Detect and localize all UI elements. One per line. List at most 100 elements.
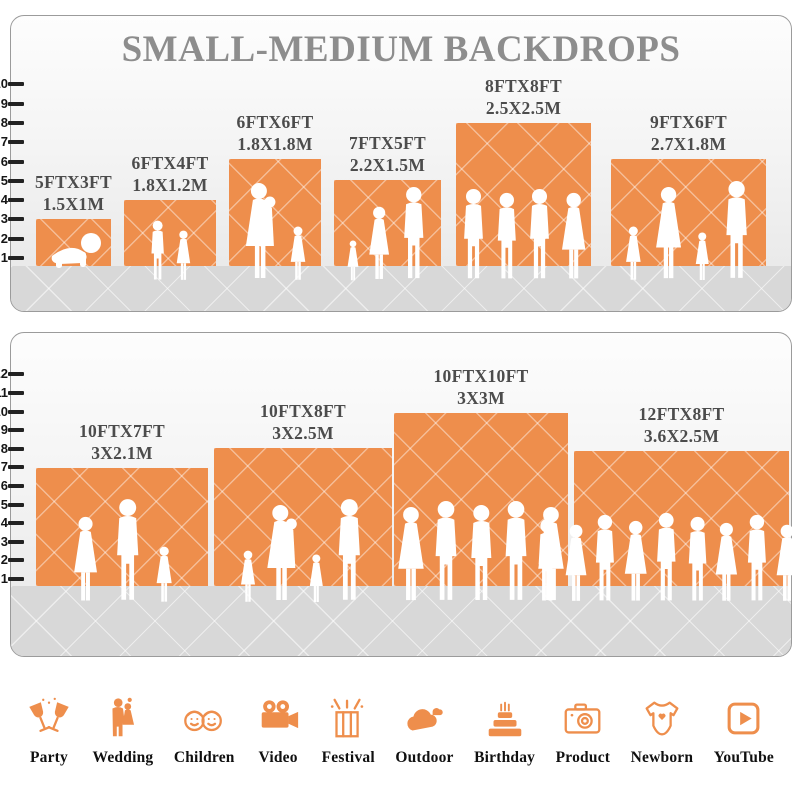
ruler-number: 5 [0, 496, 8, 512]
woman-silhouette [776, 524, 797, 601]
festival-icon [331, 698, 364, 738]
ruler-tick [8, 120, 24, 125]
man-silhouette [657, 512, 676, 601]
man-silhouette [505, 501, 527, 600]
category-label: YouTube [713, 749, 774, 766]
ruler-tick [8, 502, 24, 507]
ruler-number: 2 [0, 552, 8, 568]
size-label-ft: 6FTX6FT [236, 112, 314, 133]
party-icon [29, 697, 69, 732]
people-silhouettes [345, 186, 430, 282]
ruler-tick [8, 409, 24, 414]
people-silhouettes [238, 498, 367, 604]
backdrop-size-label: 9FTX6FT 2.7X1.8M [650, 112, 727, 155]
woman-silhouette [562, 192, 586, 279]
size-label-m: 1.8X1.2M [132, 174, 208, 195]
ruler-number: 11 [0, 385, 8, 400]
ruler-tick [8, 521, 24, 526]
category-wedding: Wedding [93, 662, 154, 767]
panel-small-medium: SMALL-MEDIUM BACKDROPS 1 2 3 4 5 6 7 8 9 10 5FTX3… [0, 15, 792, 312]
backdrop-size-label: 7FTX5FT 2.2X1.5M [349, 133, 426, 176]
ruler-number: 8 [0, 440, 8, 456]
ruler-tick [8, 484, 24, 488]
ruler-tick [8, 82, 24, 87]
ruler-bottom: 123456789101112 [0, 333, 791, 656]
ruler-number: 1 [0, 250, 8, 265]
category-label: Newborn [630, 749, 694, 766]
ruler-number: 12 [0, 366, 8, 382]
ruler-number: 9 [0, 95, 8, 111]
category-outdoor: Outdoor [395, 662, 453, 767]
category-birthday: Birthday [474, 662, 535, 767]
mother-silhouette [267, 505, 298, 600]
ruler-top: 1 2 3 4 5 6 7 8 9 10 [0, 16, 791, 311]
category-label: Video [258, 749, 298, 766]
backdrop-bar-12ftx8ft: 12FTX8FT 3.6X2.5M [538, 404, 797, 601]
woman-silhouette [240, 550, 256, 602]
category-label: Product [555, 749, 611, 766]
woman-silhouette [565, 524, 587, 601]
ruler-number: 3 [0, 211, 8, 227]
bars-top: 5FTX3FT 1.5X1M 6FTX4FT 1.8X1.2M 6FTX6FT … [11, 16, 791, 311]
woman-silhouette [696, 232, 710, 280]
ruler-tick [8, 256, 24, 260]
backdrop-size-label: 10FTX8FT 3X2.5M [260, 401, 346, 444]
ruler-number: 1 [0, 571, 8, 586]
panel-large: 123456789101112 10FTX7FT 3X2.1M 10FTX8FT… [0, 332, 797, 657]
ruler-number: 4 [0, 192, 8, 208]
backdrop-size-label: 8FTX8FT 2.5X2.5M [485, 76, 562, 119]
man-silhouette [497, 192, 516, 279]
ruler-tick [8, 391, 24, 395]
category-label: Children [173, 749, 235, 766]
backdrop-size-label: 10FTX7FT 3X2.1M [79, 421, 165, 464]
size-label-ft: 8FTX8FT [485, 76, 562, 97]
size-label-m: 3X2.1M [91, 442, 153, 463]
newborn-icon [645, 701, 679, 736]
backdrop-size-label: 12FTX8FT 3.6X2.5M [638, 404, 724, 447]
bars-bottom: 10FTX7FT 3X2.1M 10FTX8FT 3X2.5M 10FTX10F… [11, 333, 797, 656]
ruler-tick [8, 178, 24, 183]
man-silhouette [538, 518, 556, 601]
woman-silhouette [624, 520, 647, 601]
man-silhouette [726, 181, 748, 278]
backdrop-bar-8ftx8ft: 8FTX8FT 2.5X2.5M [456, 76, 591, 279]
size-label-ft: 9FTX6FT [650, 112, 727, 133]
backdrop-size-label: 5FTX3FT 1.5X1M [35, 172, 112, 215]
wedding-icon [112, 697, 134, 737]
category-party: Party [26, 662, 72, 767]
category-video: Video [255, 662, 301, 767]
woman-silhouette [347, 240, 358, 281]
woman-silhouette [156, 546, 172, 602]
ruler-number: 6 [0, 478, 8, 493]
backdrop-bar-10ftx7ft: 10FTX7FT 3X2.1M [36, 421, 208, 602]
people-silhouettes [623, 180, 754, 282]
man-silhouette [530, 188, 550, 279]
size-label-ft: 6FTX4FT [131, 153, 209, 174]
woman-silhouette [368, 206, 389, 279]
ruler-tick [8, 140, 24, 145]
size-label-ft: 5FTX3FT [35, 172, 112, 193]
ruler-tick [8, 428, 24, 433]
woman-silhouette [655, 186, 681, 279]
category-label: Birthday [474, 749, 536, 766]
size-label-m: 3X3M [457, 387, 505, 408]
size-label-m: 2.5X2.5M [485, 97, 562, 118]
ruler-number: 5 [0, 172, 8, 188]
backdrop-size-label: 6FTX4FT 1.8X1.2M [132, 153, 209, 196]
ruler-number: 7 [0, 459, 8, 475]
category-youtube: YouTube [714, 662, 774, 767]
people-silhouettes [147, 220, 193, 282]
man-silhouette [596, 514, 615, 601]
ruler-number: 9 [0, 422, 8, 438]
product-icon [564, 703, 601, 734]
people-silhouettes [532, 512, 800, 604]
ruler-tick [8, 372, 24, 377]
floor-strip [11, 586, 791, 656]
category-children: Children [174, 662, 235, 767]
size-label-ft: 10FTX10FT [433, 366, 529, 387]
ruler-tick [8, 236, 24, 241]
ruler-number: 3 [0, 533, 8, 549]
people-silhouettes [457, 188, 590, 282]
woman-silhouette [716, 522, 738, 601]
